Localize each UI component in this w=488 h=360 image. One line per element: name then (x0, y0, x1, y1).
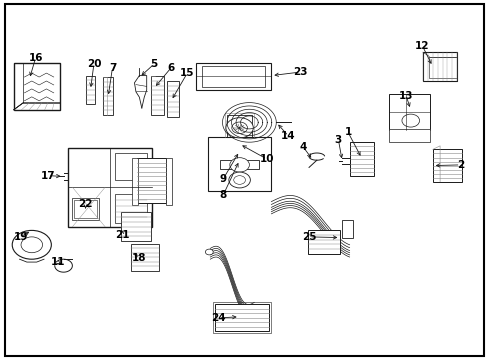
Text: 3: 3 (334, 135, 341, 145)
Bar (215, 304, 268, 331)
Text: 4: 4 (299, 142, 306, 152)
Text: 1: 1 (344, 127, 351, 138)
Text: 11: 11 (50, 257, 65, 267)
Circle shape (401, 114, 419, 127)
Bar (388, 129, 429, 142)
Text: 21: 21 (115, 230, 129, 240)
Bar (428, 57, 456, 78)
Bar (132, 158, 138, 205)
Bar (349, 142, 373, 176)
Bar (212, 302, 271, 333)
Bar (388, 94, 429, 130)
Text: 22: 22 (78, 199, 93, 210)
Text: 9: 9 (219, 174, 226, 184)
Bar (85, 76, 95, 104)
Circle shape (229, 158, 249, 172)
Circle shape (231, 122, 247, 134)
Bar (137, 158, 166, 203)
Text: 18: 18 (132, 253, 146, 264)
Bar (131, 244, 159, 271)
Circle shape (205, 249, 213, 255)
Bar (72, 198, 99, 220)
Bar (115, 153, 146, 180)
Circle shape (228, 172, 250, 188)
Text: 12: 12 (414, 41, 429, 51)
Bar (220, 160, 259, 169)
Bar (115, 194, 146, 223)
Bar (166, 158, 172, 205)
Bar (307, 230, 339, 254)
Text: 6: 6 (167, 63, 174, 73)
Text: 19: 19 (13, 232, 28, 242)
Bar (167, 81, 179, 117)
Bar (202, 66, 264, 87)
Bar (102, 77, 113, 115)
Bar (68, 148, 151, 227)
Text: 23: 23 (293, 67, 307, 77)
Text: 5: 5 (150, 59, 157, 69)
Circle shape (233, 176, 245, 184)
Text: 2: 2 (456, 160, 463, 170)
Text: 10: 10 (259, 154, 274, 164)
Bar (23, 63, 60, 103)
Text: 17: 17 (41, 171, 55, 181)
Circle shape (225, 118, 253, 138)
Text: 24: 24 (211, 313, 225, 323)
Circle shape (12, 230, 51, 259)
Bar (207, 137, 271, 191)
Text: 13: 13 (398, 91, 413, 102)
Bar (422, 52, 456, 81)
Text: 14: 14 (281, 131, 295, 141)
Bar (150, 76, 164, 115)
Text: 25: 25 (301, 232, 316, 242)
Bar (432, 149, 461, 182)
Text: 15: 15 (180, 68, 194, 78)
Bar (195, 63, 271, 90)
Text: 8: 8 (219, 190, 226, 201)
Bar (121, 212, 150, 241)
Bar (14, 63, 60, 110)
Bar (342, 220, 352, 238)
Bar (74, 200, 97, 218)
Text: 7: 7 (108, 63, 116, 73)
Text: 16: 16 (28, 53, 43, 63)
Text: 20: 20 (86, 59, 101, 69)
Circle shape (21, 237, 42, 253)
